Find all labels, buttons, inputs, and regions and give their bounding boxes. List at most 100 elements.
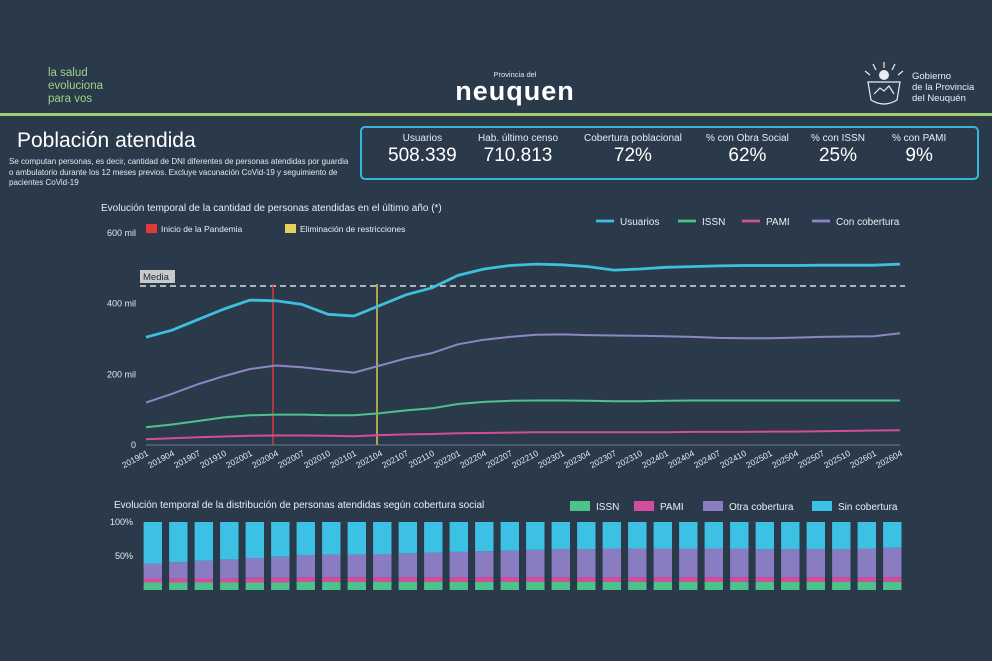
x-tick-label: 201910 (198, 448, 228, 470)
y-tick-label: 0 (131, 440, 136, 450)
series-line (145, 262, 901, 339)
x-tick-label: 202307 (588, 448, 618, 470)
reference-label: Media (143, 272, 170, 283)
kpi-issn: % con ISSN 25% (811, 133, 865, 166)
series-line (145, 429, 901, 441)
x-tick-label: 202401 (640, 448, 670, 470)
bar-segment (271, 582, 290, 590)
bar-segment (653, 548, 672, 578)
page-title: Población atendida (17, 129, 196, 152)
bar-segment (730, 577, 749, 582)
bar-segment (857, 581, 876, 590)
bar-segment (271, 522, 290, 557)
bar-segment (679, 522, 698, 549)
bar-segment (143, 522, 162, 564)
bar-segment (373, 554, 392, 578)
y-tick-label: 200 mil (107, 369, 136, 379)
bar-segment (679, 577, 698, 582)
bar-segment (169, 522, 188, 563)
x-tick-label: 202501 (744, 448, 774, 470)
bar-segment (143, 582, 162, 590)
bar-segment (143, 578, 162, 583)
x-tick-label: 202310 (614, 448, 644, 470)
header-divider (0, 113, 992, 116)
bar-segment (449, 551, 468, 578)
bar-segment (730, 548, 749, 578)
bar-segment (424, 552, 443, 578)
bar-segment (679, 548, 698, 578)
x-tick-label: 202107 (380, 448, 410, 470)
bar-segment (296, 581, 315, 590)
bar-segment (628, 522, 647, 549)
series-line (145, 332, 901, 404)
government-name: Gobierno de la Provincia del Neuquén (912, 71, 975, 104)
bar-segment (347, 577, 366, 582)
x-tick-label: 202001 (224, 448, 254, 470)
bar-segment (577, 549, 596, 578)
coat-of-arms-icon (864, 62, 904, 105)
legend-swatch (703, 501, 723, 511)
event-legend-swatch (285, 224, 296, 233)
bar-segment (271, 577, 290, 583)
bar-segment (704, 548, 723, 578)
bar-segment (194, 522, 213, 561)
bar-segment (883, 581, 902, 590)
bar-segment (347, 554, 366, 577)
x-tick-label: 202004 (250, 448, 280, 470)
bar-segment (781, 581, 800, 590)
bar-segment (322, 577, 341, 582)
bar-segment (730, 581, 749, 590)
legend-label: PAMI (660, 502, 684, 513)
bar-segment (526, 549, 545, 578)
bar-segment (526, 577, 545, 582)
x-tick-label: 202510 (822, 448, 852, 470)
brand-small-text: Provincia del (493, 70, 537, 79)
page-description: Se computan personas, es decir, cantidad… (9, 157, 349, 187)
bar-segment (679, 581, 698, 590)
bar-segment (526, 581, 545, 590)
bar-segment (398, 581, 417, 590)
x-tick-label: 202204 (458, 448, 488, 470)
bar-segment (169, 562, 188, 579)
kpi-cobertura: Cobertura poblacional 72% (584, 133, 682, 166)
bar-segment (602, 581, 621, 590)
x-tick-label: 202604 (874, 448, 904, 470)
bar-segment (857, 548, 876, 578)
bar-segment (755, 522, 774, 550)
x-tick-label: 202201 (432, 448, 462, 470)
bar-segment (806, 581, 825, 590)
brand-logo: Provincia del neuquen (452, 70, 578, 105)
legend-label: ISSN (702, 217, 725, 228)
bar-segment (806, 549, 825, 578)
bar-segment (755, 577, 774, 582)
bar-segment (373, 577, 392, 582)
bar-segment (857, 522, 876, 549)
bar-segment (373, 581, 392, 590)
bar-segment (577, 522, 596, 550)
event-legend-swatch (146, 224, 157, 233)
bar-segment (500, 581, 519, 590)
bar-segment (220, 559, 239, 579)
legend-label: Otra cobertura (729, 502, 794, 513)
kpi-panel: Usuarios 508.339 Hab. último censo 710.8… (360, 126, 979, 180)
x-tick-label: 202010 (302, 448, 332, 470)
bar-segment (781, 577, 800, 582)
x-tick-label: 202601 (848, 448, 878, 470)
bar-segment (551, 581, 570, 590)
chart-title: Evolución temporal de la distribución de… (114, 500, 484, 511)
event-legend-label: Eliminación de restricciones (300, 224, 405, 234)
line-chart: Evolución temporal de la cantidad de per… (101, 203, 905, 470)
bar-segment (449, 581, 468, 590)
bar-segment (551, 549, 570, 578)
x-tick-label: 202407 (692, 448, 722, 470)
legend-label: Usuarios (620, 217, 659, 228)
x-tick-label: 201904 (146, 448, 176, 470)
bar-segment (755, 549, 774, 578)
bar-segment (194, 560, 213, 579)
kpi-obra-social: % con Obra Social 62% (706, 133, 789, 166)
bar-segment (347, 581, 366, 590)
bar-segment (322, 522, 341, 555)
x-tick-label: 202007 (276, 448, 306, 470)
bar-segment (347, 522, 366, 555)
bar-segment (322, 581, 341, 590)
